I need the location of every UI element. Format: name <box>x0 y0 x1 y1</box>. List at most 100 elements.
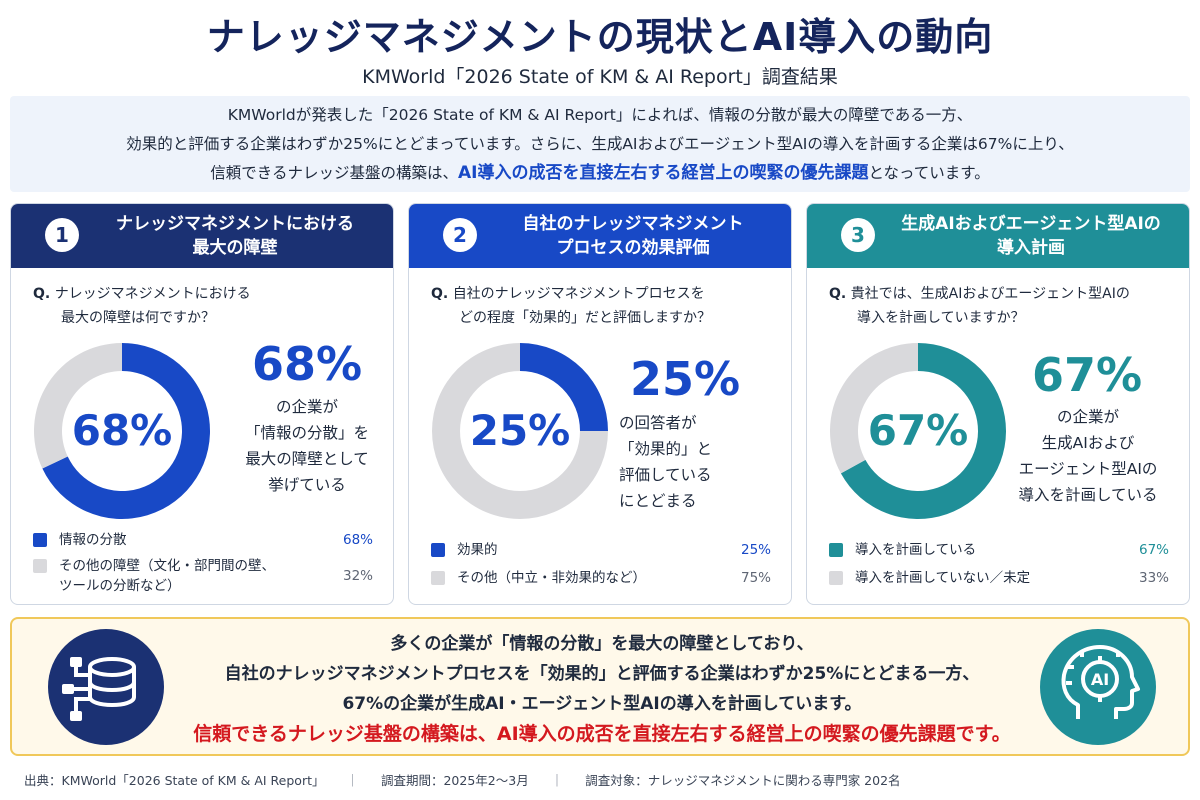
legend-label: 情報の分散 <box>59 532 127 548</box>
legend-swatch <box>829 571 843 585</box>
big-percentage: 25% <box>629 352 741 406</box>
ai-icon-label: AI <box>1091 670 1109 689</box>
legend-value: 75% <box>740 570 771 586</box>
card-question: Q. 自社のナレッジマネジメントプロセスを どの程度「効果的」だと評価しますか？ <box>431 282 771 330</box>
footer-separator: ｜ <box>550 773 564 788</box>
donut-slice-1 <box>42 343 211 519</box>
card-title-line-2: 導入計画 <box>997 238 1065 258</box>
card-title-line-2: 最大の障壁 <box>192 238 278 258</box>
donut-chart <box>830 343 1006 519</box>
card-number: 3 <box>841 218 875 252</box>
card-title-line-1: 生成AIおよびエージェント型AIの <box>901 214 1161 234</box>
intro-line-3: 信頼できるナレッジ基盤の構築は、AI導入の成否を直接左右する経営上の喫緊の優先課… <box>10 159 1190 188</box>
donut-center-value: 67% <box>867 406 969 455</box>
intro-line-3-pre: 信頼できるナレッジ基盤の構築は、 <box>210 164 458 182</box>
card-description: の企業が 生成AIおよび エージェント型AIの 導入を計画している <box>1003 404 1173 508</box>
question-mark: Q. <box>829 286 847 302</box>
card-question: Q. ナレッジマネジメントにおける 最大の障壁は何ですか？ <box>33 282 373 330</box>
database-network-icon <box>48 629 164 745</box>
summary-box: 多くの企業が「情報の分散」を最大の障壁としており、 自社のナレッジマネジメントプ… <box>10 617 1190 756</box>
card-number: 2 <box>443 218 477 252</box>
summary-line-3: 67%の企業が生成AI・エージェント型AIの導入を計画しています。 <box>342 694 862 714</box>
intro-line-1: KMWorldが発表した「2026 State of KM & AI Repor… <box>227 106 973 124</box>
donut-chart <box>432 343 608 519</box>
card-effectiveness: 2 自社のナレッジマネジメント プロセスの効果評価 Q. 自社のナレッジマネジメ… <box>408 203 792 605</box>
legend-value: 25% <box>740 542 771 558</box>
summary-line-1: 多くの企業が「情報の分散」を最大の障壁としており、 <box>390 634 814 654</box>
donut-slice-2 <box>33 343 123 469</box>
desc-line: 挙げている <box>268 476 346 494</box>
desc-line: にとどまる <box>619 492 697 510</box>
donut-chart <box>33 343 211 519</box>
card-header: 3 生成AIおよびエージェント型AIの 導入計画 <box>807 204 1189 268</box>
desc-line: の企業が <box>275 398 338 416</box>
card-title-line-1: ナレッジマネジメントにおける <box>116 214 354 234</box>
page-title: ナレッジマネジメントの現状とAI導入の動向 <box>206 15 994 59</box>
card-title: ナレッジマネジメントにおける 最大の障壁 <box>95 212 375 260</box>
page-subtitle: KMWorld「2026 State of KM & AI Report」調査結… <box>362 66 838 88</box>
legend-swatch <box>431 571 445 585</box>
donut-center-value: 68% <box>71 406 173 455</box>
card-title: 生成AIおよびエージェント型AIの 導入計画 <box>891 212 1171 260</box>
legend-value: 33% <box>1138 570 1169 586</box>
donut-slice-2 <box>432 343 608 519</box>
legend-swatch <box>33 559 47 573</box>
card-header: 1 ナレッジマネジメントにおける 最大の障壁 <box>11 204 393 268</box>
footer-source: 出典：KMWorld「2026 State of KM & AI Report」 <box>24 773 325 788</box>
intro-line-3-post: となっています。 <box>868 164 990 182</box>
intro-highlight: AI導入の成否を直接左右する経営上の喫緊の優先課題 <box>458 163 869 183</box>
legend-label: 導入を計画していない／未定 <box>855 570 1031 586</box>
question-line-1: ナレッジマネジメントにおける <box>54 286 251 302</box>
legend-value: 68% <box>342 532 373 548</box>
legend-label: その他の障壁（文化・部門間の壁、 ツールの分断など） <box>59 556 289 596</box>
card-description: の回答者が 「効果的」と 評価している にとどまる <box>619 410 739 514</box>
desc-line: の回答者が <box>619 414 697 432</box>
card-title: 自社のナレッジマネジメント プロセスの効果評価 <box>493 212 773 260</box>
question-mark: Q. <box>431 286 449 302</box>
card-header: 2 自社のナレッジマネジメント プロセスの効果評価 <box>409 204 791 268</box>
desc-line: 「効果的」と <box>619 440 713 458</box>
donut-slice-1 <box>840 343 1006 519</box>
desc-line: 「情報の分散」を <box>244 424 369 442</box>
ai-head-icon: AI <box>1040 629 1156 745</box>
legend-swatch <box>33 533 47 547</box>
question-mark: Q. <box>33 286 51 302</box>
big-percentage: 67% <box>1031 348 1143 402</box>
legend-swatch <box>431 543 445 557</box>
desc-line: 導入を計画している <box>1018 486 1158 504</box>
legend-value: 67% <box>1138 542 1169 558</box>
legend-label: 効果的 <box>457 542 498 558</box>
donut-slice-2 <box>830 343 918 474</box>
card-description: の企業が 「情報の分散」を 最大の障壁として 挙げている <box>227 394 387 498</box>
footer: 出典：KMWorld「2026 State of KM & AI Report」… <box>24 770 1184 789</box>
summary-conclusion: 信頼できるナレッジ基盤の構築は、AI導入の成否を直接左右する経営上の喫緊の優先課… <box>193 723 1011 745</box>
legend-label-line-2: ツールの分断など） <box>59 578 181 594</box>
question-line-2: 導入を計画していますか？ <box>857 310 1025 326</box>
legend-label: その他（中立・非効果的など） <box>457 570 646 586</box>
question-line-1: 貴社では、生成AIおよびエージェント型AIの <box>850 286 1130 302</box>
card-number: 1 <box>45 218 79 252</box>
footer-period: 調査期間：2025年2〜3月 <box>380 773 529 788</box>
card-title-line-2: プロセスの効果評価 <box>556 238 710 258</box>
intro-box: KMWorldが発表した「2026 State of KM & AI Repor… <box>10 96 1190 192</box>
desc-line: エージェント型AIの <box>1018 460 1158 478</box>
card-title-line-1: 自社のナレッジマネジメント <box>522 214 744 234</box>
intro-line-2: 効果的と評価する企業はわずか25%にとどまっています。さらに、生成AIおよびエー… <box>126 135 1074 153</box>
legend-value: 32% <box>342 568 373 584</box>
card-barrier: 1 ナレッジマネジメントにおける 最大の障壁 Q. ナレッジマネジメントにおける… <box>10 203 394 605</box>
card-ai-plan: 3 生成AIおよびエージェント型AIの 導入計画 Q. 貴社では、生成AIおよび… <box>806 203 1190 605</box>
desc-line: 評価している <box>619 466 712 484</box>
question-line-2: 最大の障壁は何ですか？ <box>61 310 215 326</box>
desc-line: 生成AIおよび <box>1041 434 1135 452</box>
legend-swatch <box>829 543 843 557</box>
big-percentage: 68% <box>251 337 363 391</box>
question-line-1: 自社のナレッジマネジメントプロセスを <box>452 286 705 302</box>
desc-line: 最大の障壁として <box>245 450 369 468</box>
card-question: Q. 貴社では、生成AIおよびエージェント型AIの 導入を計画していますか？ <box>829 282 1169 330</box>
legend-label: 導入を計画している <box>855 542 977 558</box>
desc-line: の企業が <box>1056 408 1119 426</box>
legend-label-line-1: その他の障壁（文化・部門間の壁、 <box>59 558 275 574</box>
question-line-2: どの程度「効果的」だと評価しますか？ <box>459 310 711 326</box>
footer-separator: ｜ <box>346 773 359 788</box>
donut-center-value: 25% <box>469 406 571 455</box>
